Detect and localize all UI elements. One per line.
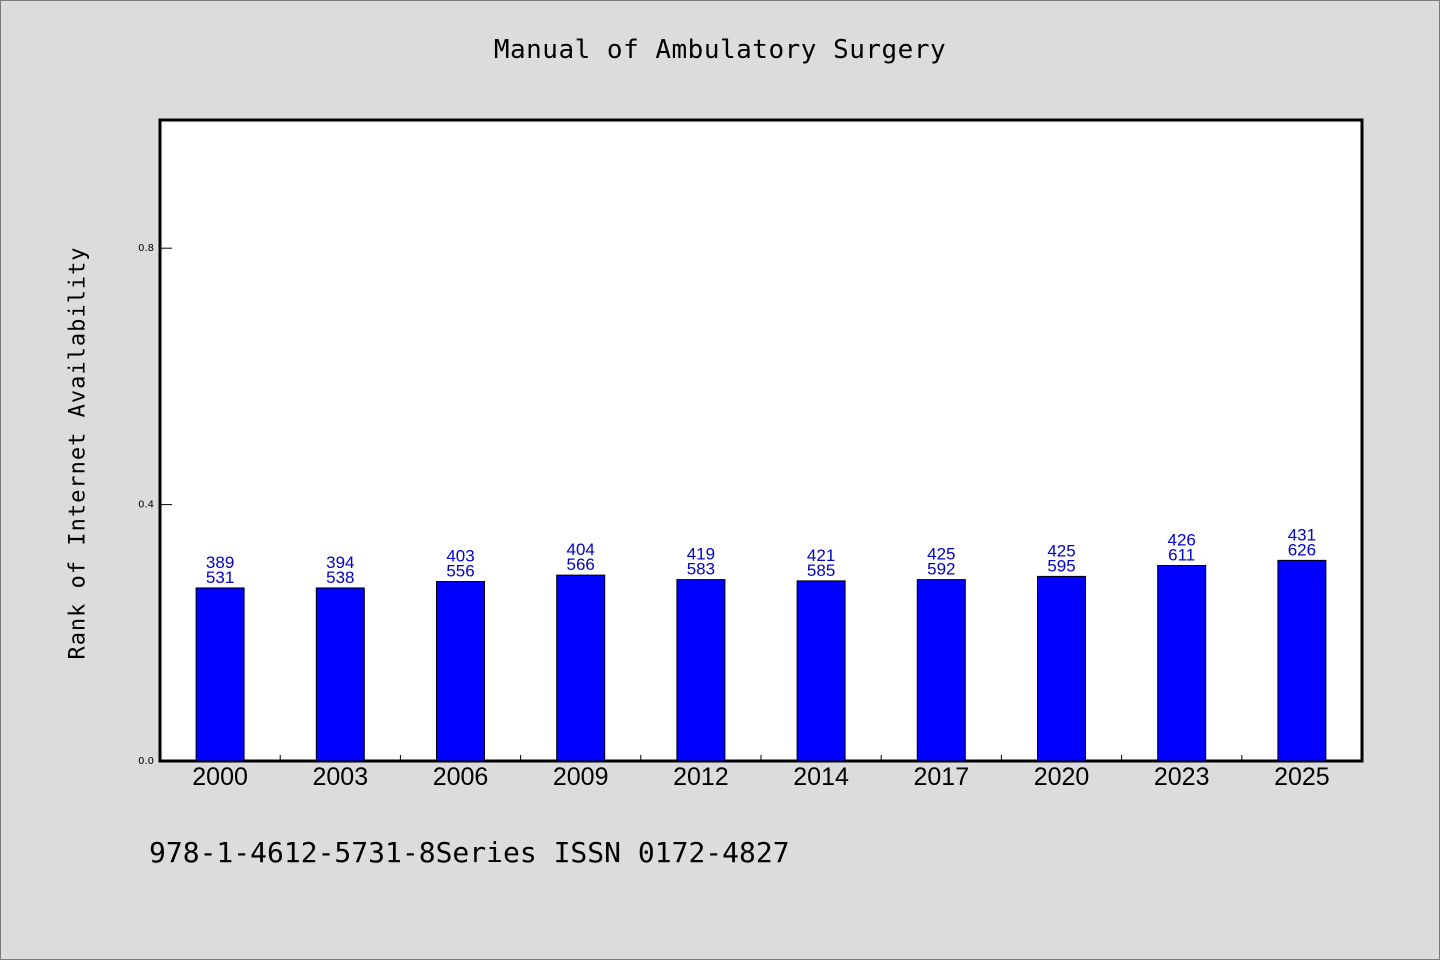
data-label-bottom: 556 [446,562,474,581]
bar [1037,575,1086,762]
x-tick-label: 2000 [192,763,248,791]
x-tick-label: 2012 [673,763,729,791]
bars-layer [195,559,1327,762]
x-tick-label: 2014 [793,763,849,791]
data-label-top: 419 [687,545,715,564]
data-label-bottom: 595 [1047,556,1075,575]
bar [916,579,966,762]
data-label-top: 426 [1168,530,1196,549]
bar [1277,559,1327,762]
data-label-top: 431 [1288,525,1316,544]
x-tick-label: 2020 [1034,763,1090,791]
bar [436,581,485,762]
data-label-top: 404 [567,540,595,559]
x-tick-label: 2023 [1154,763,1210,791]
x-tick-label: 2006 [433,763,489,791]
y-tick-label: 0.8 [138,243,154,254]
footnote: 978-1-4612-5731-8Series ISSN 0172-4827 [149,836,790,869]
data-label-bottom: 611 [1168,545,1195,564]
data-label-bottom: 538 [326,568,354,587]
data-label-top: 403 [446,547,474,566]
data-label-top: 394 [326,553,354,572]
bar [676,579,726,762]
data-label-bottom: 583 [687,560,715,579]
x-tick-label: 2017 [913,763,969,791]
bar [315,587,365,762]
x-tick-label: 2003 [312,763,368,791]
data-label-top: 421 [807,546,835,565]
data-label-bottom: 585 [807,561,835,580]
bar [796,580,846,762]
bar [195,587,245,762]
x-tick-label: 2009 [553,763,609,791]
chart-title: Manual of Ambulatory Surgery [493,35,947,65]
data-label-top: 389 [206,553,234,572]
bar [556,574,606,762]
data-label-bottom: 626 [1288,540,1316,559]
bar [1157,564,1207,762]
y-tick-label: 0.4 [138,500,154,511]
ticks-layer: 0.0 0.4 0.8 [138,243,1243,767]
y-tick-label: 0.0 [138,756,154,767]
data-label-top: 425 [927,545,955,564]
data-label-bottom: 566 [567,555,595,574]
x-tick-label: 2025 [1274,763,1330,791]
data-label-bottom: 592 [927,560,955,579]
data-label-top: 425 [1047,541,1075,560]
data-label-bottom: 531 [206,568,234,587]
